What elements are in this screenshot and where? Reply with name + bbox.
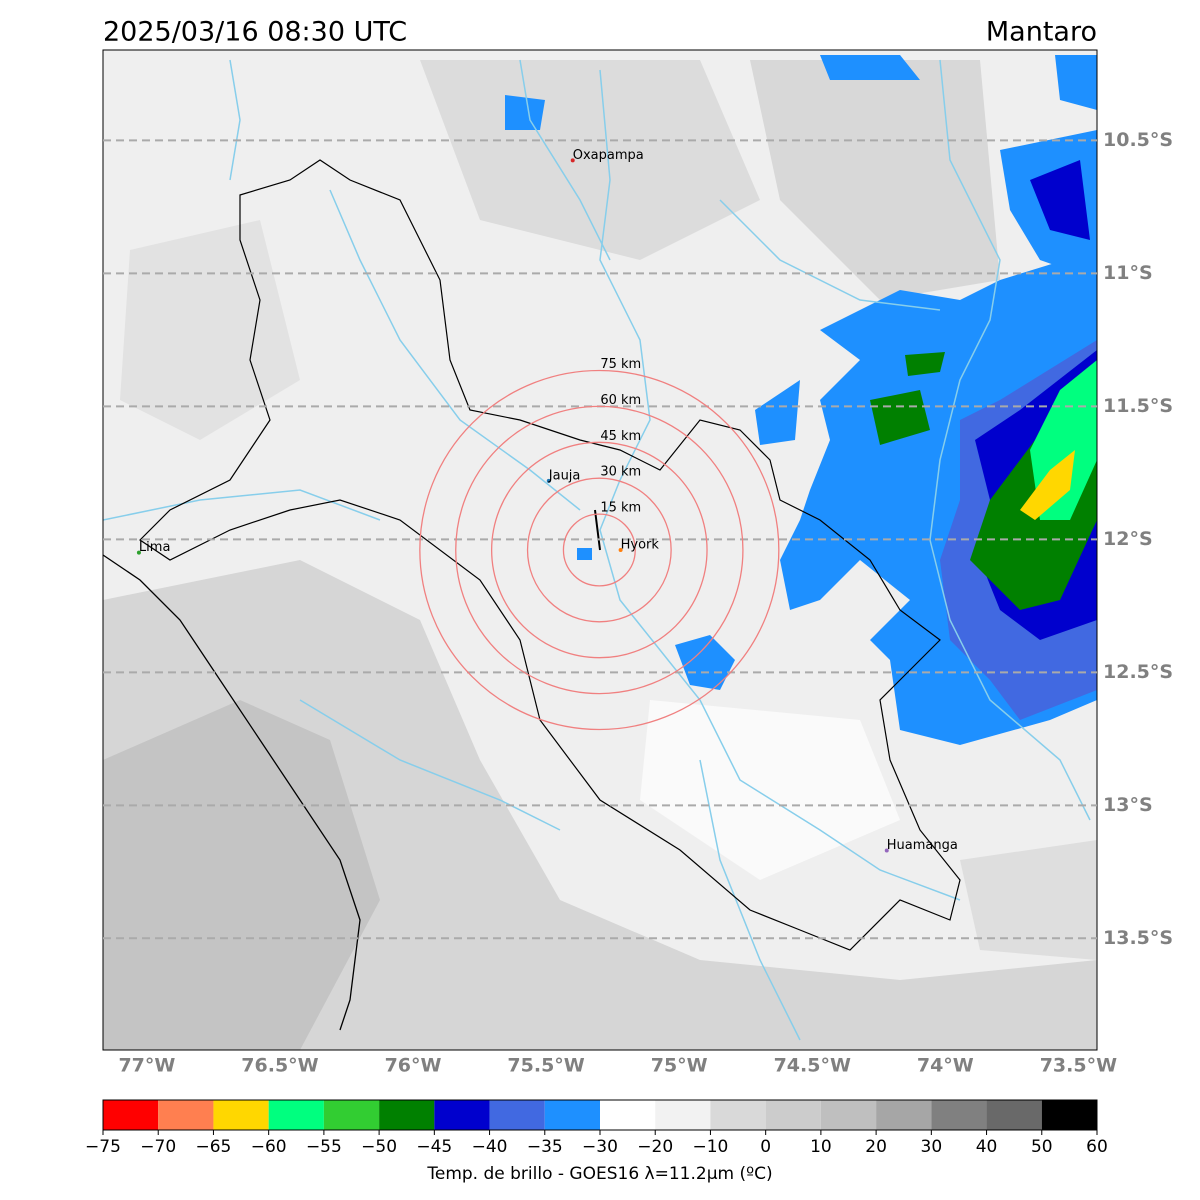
colorbar-tick-label: −50: [361, 1137, 397, 1157]
colorbar-segment: [600, 1100, 656, 1130]
colorbar-segment: [765, 1100, 821, 1130]
colorbar-segment: [268, 1100, 324, 1130]
colorbar-tick-label: −40: [472, 1137, 508, 1157]
colorbar-tick-label: 20: [865, 1137, 887, 1157]
region-name: Mantaro: [986, 17, 1097, 48]
lon-label: 74.5°W: [774, 1055, 851, 1077]
ring-label: 75 km: [600, 357, 641, 372]
city-dot: [136, 550, 141, 555]
colorbar-segment: [655, 1100, 711, 1130]
lon-label: 73.5°W: [1040, 1055, 1117, 1077]
city-dot: [884, 848, 889, 853]
city-label: Jauja: [548, 468, 581, 483]
title: 2025/03/16 08:30 UTC: [103, 17, 407, 48]
city-label: Lima: [139, 540, 170, 555]
range-ring: [419, 369, 780, 731]
colorbar-segment: [986, 1100, 1042, 1130]
range-ring: [455, 405, 744, 695]
colorbar-tick-label: −60: [251, 1137, 287, 1157]
colorbar-tick-label: −65: [195, 1137, 231, 1157]
colorbar-tick-label: 30: [921, 1137, 943, 1157]
colorbar-segment: [544, 1100, 600, 1130]
colorbar-tick-label: −75: [85, 1137, 121, 1157]
colorbar-tick-label: −35: [527, 1137, 563, 1157]
ring-label: 30 km: [600, 465, 641, 480]
city-label: Hyork: [621, 538, 660, 553]
colorbar-segment: [876, 1100, 932, 1130]
colorbar-segment: [820, 1100, 877, 1130]
range-ring: [526, 477, 672, 623]
city-dot: [618, 548, 623, 552]
map-background: [103, 50, 1097, 1050]
colorbar-tick-label: −30: [582, 1137, 618, 1157]
lat-label: 11.5°S: [1103, 395, 1173, 417]
colorbar-tick-label: 50: [1031, 1137, 1053, 1157]
colorbar-segment: [710, 1100, 766, 1130]
lon-label: 75.5°W: [507, 1055, 584, 1077]
map-frame: [102, 49, 1098, 1051]
colorbar-tick-label: −45: [416, 1137, 452, 1157]
range-ring: [562, 513, 636, 587]
lon-label: 76.5°W: [241, 1055, 318, 1077]
colorbar-segment: [434, 1100, 490, 1130]
colorbar-segment: [379, 1100, 435, 1130]
ring-label: 60 km: [600, 393, 641, 408]
colorbar-label: Temp. de brillo - GOES16 λ=11.2μm (ºC): [426, 1164, 772, 1184]
lat-label: 13°S: [1103, 794, 1153, 816]
lat-label: 12.5°S: [1103, 661, 1173, 683]
lat-label: 13.5°S: [1103, 927, 1173, 949]
colorbar-segment: [323, 1100, 380, 1130]
colorbar-segment: [931, 1100, 987, 1130]
lon-label: 76°W: [385, 1055, 442, 1077]
colorbar-segment: [158, 1100, 214, 1130]
city-label: Huamanga: [887, 838, 958, 853]
colorbar-tick-label: −20: [637, 1137, 673, 1157]
colorbar-tick-label: 40: [976, 1137, 998, 1157]
colorbar-segment: [489, 1100, 545, 1130]
colorbar-tick-label: 60: [1086, 1137, 1108, 1157]
range-ring: [490, 441, 708, 659]
city-dot: [546, 478, 551, 483]
colorbar-tick-label: −55: [306, 1137, 342, 1157]
lon-label: 75°W: [651, 1055, 708, 1077]
colorbar-segment: [1041, 1100, 1097, 1130]
lat-label: 12°S: [1103, 528, 1153, 550]
ring-label: 15 km: [600, 501, 641, 516]
colorbar-segment: [103, 1100, 159, 1130]
colorbar-tick-label: −70: [140, 1137, 176, 1157]
colorbar-tick-label: −10: [692, 1137, 728, 1157]
ring-label: 45 km: [600, 429, 641, 444]
lat-label: 10.5°S: [1103, 129, 1173, 151]
city-dot: [570, 158, 575, 163]
colorbar-segment: [213, 1100, 269, 1130]
city-label: Oxapampa: [573, 148, 644, 163]
lon-label: 74°W: [917, 1055, 974, 1077]
lat-label: 11°S: [1103, 262, 1153, 284]
colorbar-tick-label: 0: [760, 1137, 771, 1157]
colorbar-tick-label: 10: [810, 1137, 832, 1157]
lon-label: 77°W: [118, 1055, 175, 1077]
